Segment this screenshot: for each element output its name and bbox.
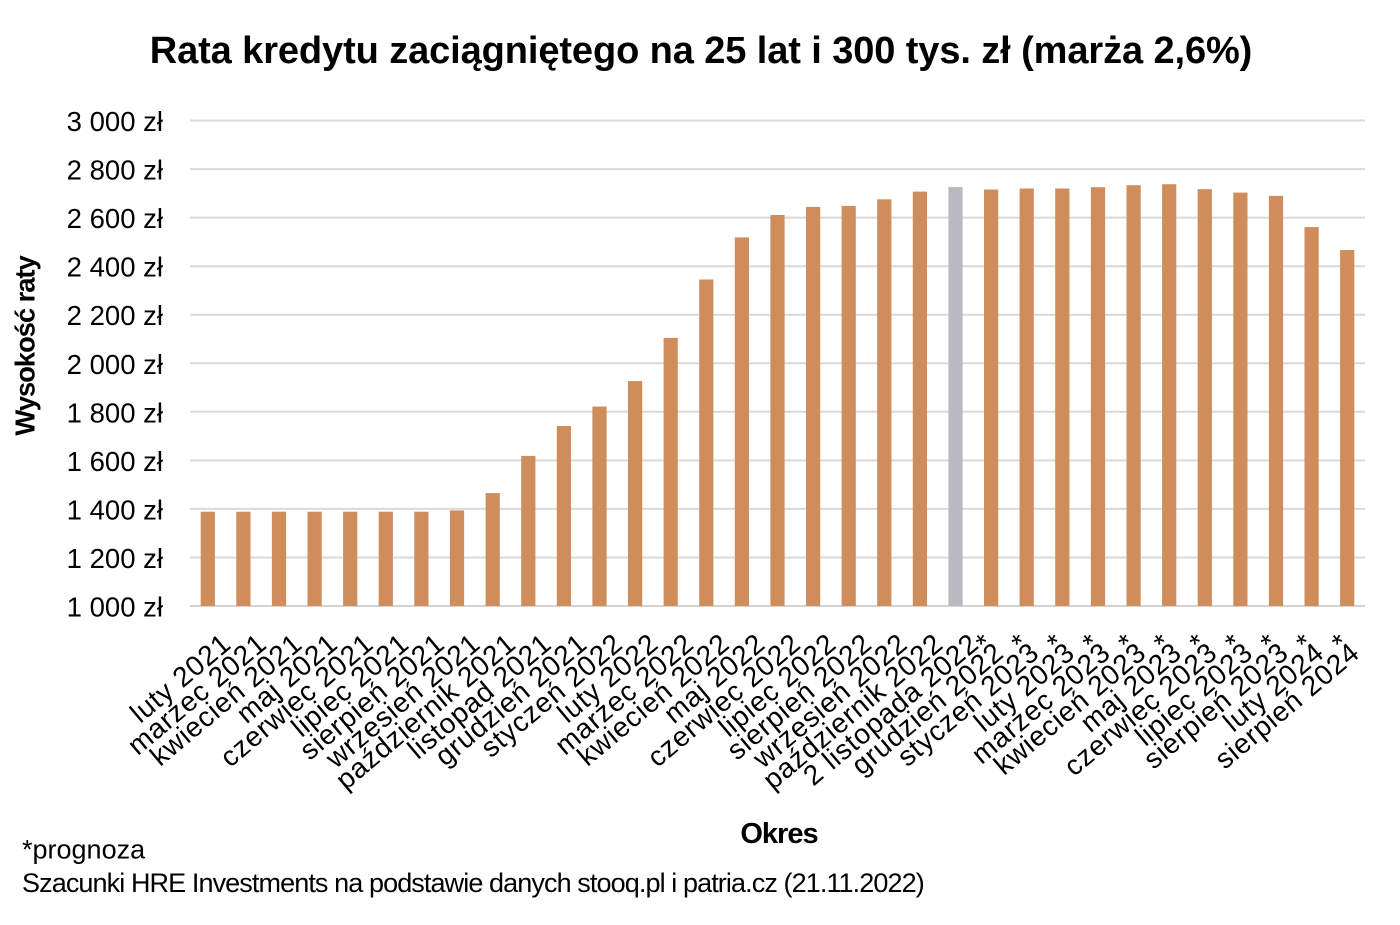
svg-text:2 200 zł: 2 200 zł	[67, 300, 163, 331]
svg-text:Okres: Okres	[740, 818, 817, 850]
svg-text:1 200 zł: 1 200 zł	[67, 543, 163, 574]
svg-text:Rata kredytu zaciągniętego na: Rata kredytu zaciągniętego na 25 lat i 3…	[150, 30, 1252, 72]
svg-text:1 800 zł: 1 800 zł	[67, 397, 163, 428]
svg-text:1 400 zł: 1 400 zł	[67, 494, 163, 525]
svg-text:2 000 zł: 2 000 zł	[67, 349, 163, 380]
svg-text:2 600 zł: 2 600 zł	[67, 203, 163, 234]
svg-text:3 000 zł: 3 000 zł	[67, 106, 163, 137]
svg-text:*prognoza: *prognoza	[22, 835, 146, 865]
svg-text:1 600 zł: 1 600 zł	[67, 446, 163, 477]
svg-text:Szacunki HRE Investments na po: Szacunki HRE Investments na podstawie da…	[22, 868, 924, 898]
svg-text:2 800 zł: 2 800 zł	[67, 155, 163, 186]
svg-text:1 000 zł: 1 000 zł	[67, 592, 163, 623]
svg-text:Wysokość raty: Wysokość raty	[10, 255, 41, 436]
svg-text:2 400 zł: 2 400 zł	[67, 252, 163, 283]
